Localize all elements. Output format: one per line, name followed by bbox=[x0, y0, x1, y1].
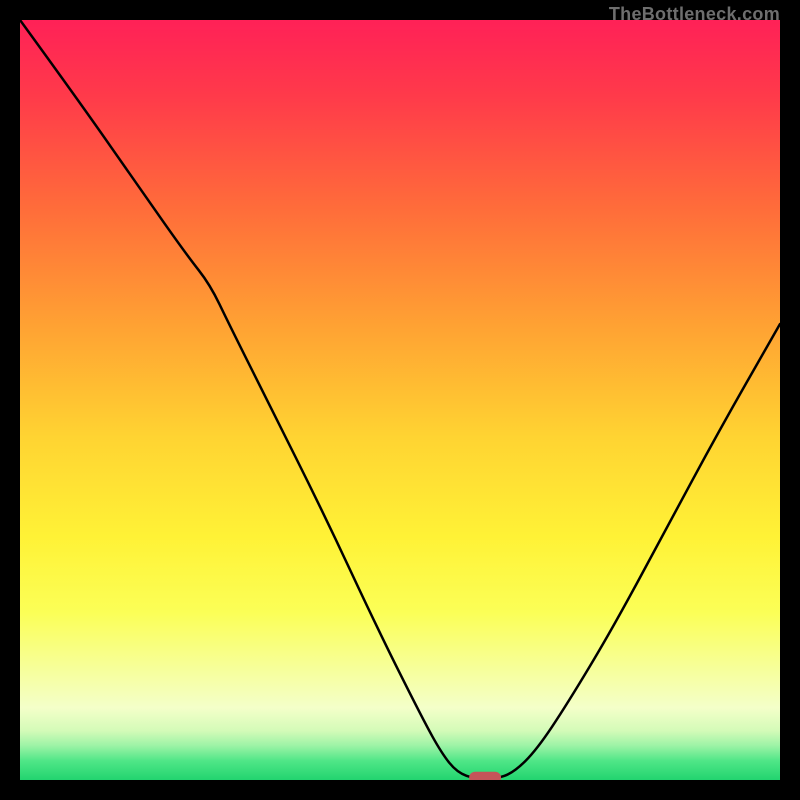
watermark-label: TheBottleneck.com bbox=[609, 4, 780, 25]
optimal-point-marker bbox=[469, 772, 501, 780]
chart-svg bbox=[20, 20, 780, 780]
bottleneck-chart bbox=[20, 20, 780, 780]
gradient-background bbox=[20, 20, 780, 780]
